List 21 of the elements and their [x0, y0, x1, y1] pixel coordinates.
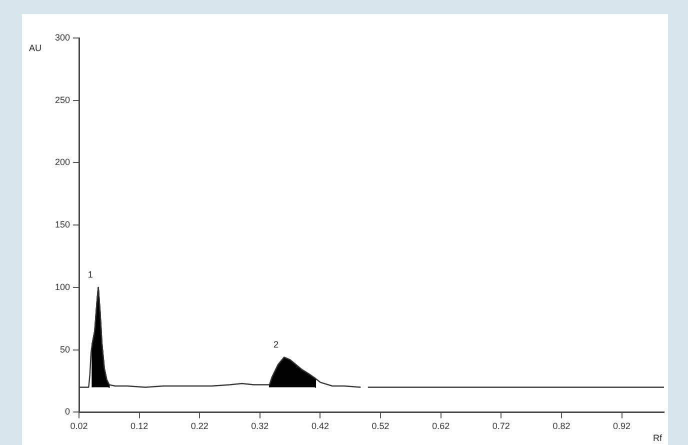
y-tick-label: 250 [54, 94, 70, 105]
annotation: 2 [274, 339, 279, 350]
x-tick-label: 0.22 [190, 421, 208, 432]
x-tick-label: 0.42 [311, 421, 330, 432]
x-tick-label: 0.32 [251, 421, 269, 432]
y-tick-label: 150 [54, 220, 70, 230]
x-tick-label: 0.12 [130, 421, 148, 432]
x-tick-label: 0.72 [492, 421, 510, 432]
y-tick-label: 0 [65, 406, 70, 417]
y-tick-label: 300 [54, 32, 70, 42]
annotation: 1 [88, 269, 93, 280]
y-tick-label: 50 [60, 344, 70, 354]
x-tick-label: 0.52 [372, 421, 390, 432]
x-axis-title: Rf [653, 433, 662, 444]
x-tick-label: 0.92 [613, 421, 631, 432]
x-tick-label: 0.82 [552, 421, 570, 432]
x-tick-label: 0.02 [70, 421, 88, 432]
x-tick-label: 0.62 [432, 421, 450, 432]
y-axis-title: AU [29, 42, 42, 53]
y-tick-label: 200 [54, 157, 70, 168]
y-tick-label: 100 [54, 282, 70, 292]
